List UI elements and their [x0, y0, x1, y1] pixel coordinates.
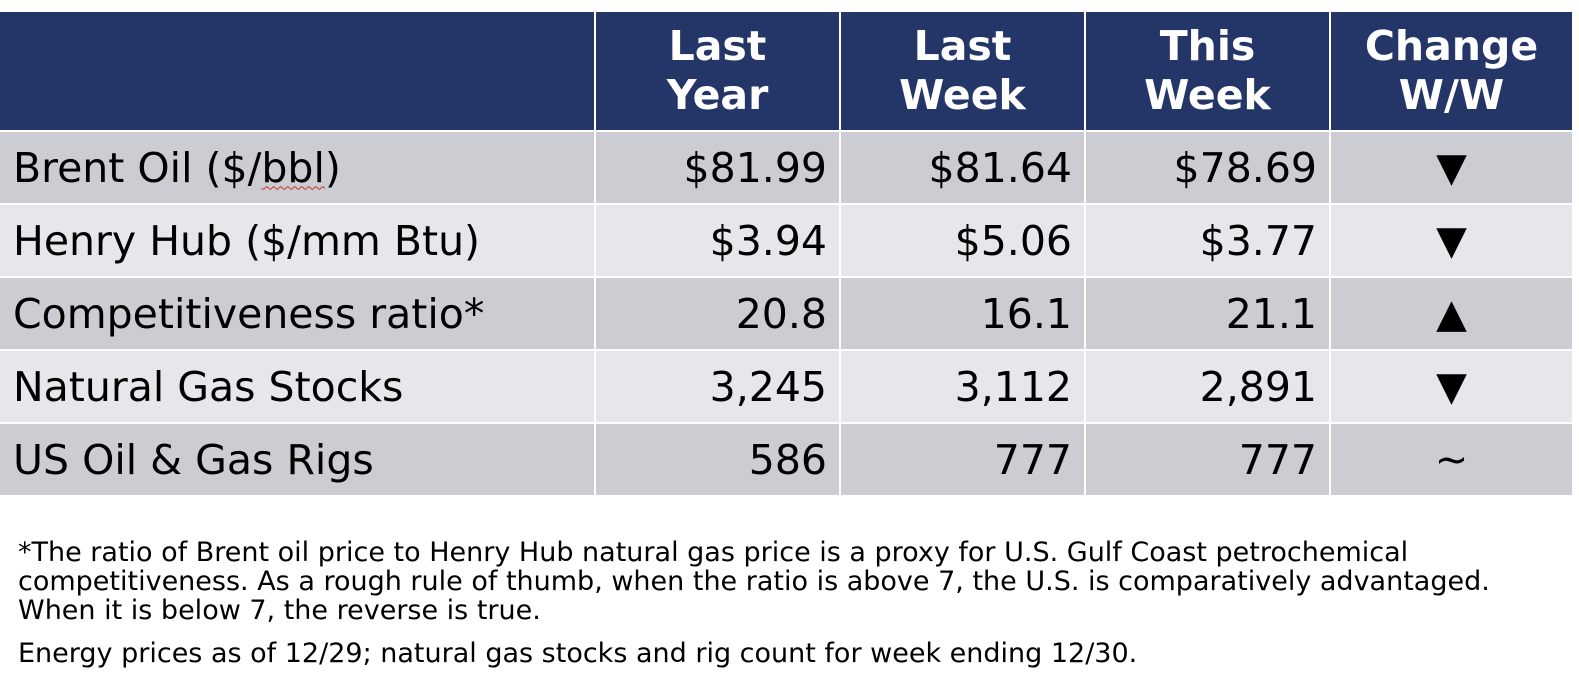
- down-arrow-icon: ▼: [1331, 351, 1572, 422]
- cell-brent-last-year: $81.99: [596, 132, 839, 203]
- cell-brent-this-week: $78.69: [1086, 132, 1329, 203]
- cell-henry-hub-this-week: $3.77: [1086, 205, 1329, 276]
- cell-gas-stocks-last-week: 3,112: [841, 351, 1084, 422]
- row-label-us-rigs: US Oil & Gas Rigs: [0, 424, 594, 495]
- row-label-henry-hub: Henry Hub ($/mm Btu): [0, 205, 594, 276]
- header-last-year: Last Year: [596, 12, 839, 130]
- down-arrow-icon: ▼: [1331, 132, 1572, 203]
- cell-henry-hub-last-year: $3.94: [596, 205, 839, 276]
- cell-ratio-this-week: 21.1: [1086, 278, 1329, 349]
- cell-brent-last-week: $81.64: [841, 132, 1084, 203]
- row-label-text: Brent Oil ($/: [13, 143, 262, 192]
- footnote-ratio-explanation: *The ratio of Brent oil price to Henry H…: [18, 537, 1490, 626]
- cell-rigs-this-week: 777: [1086, 424, 1329, 495]
- row-label-brent: Brent Oil ($/bbl): [0, 132, 594, 203]
- header-label-column: [0, 12, 594, 130]
- energy-prices-table: Last Year Last Week This Week Change W/W…: [0, 12, 1572, 495]
- header-last-week: Last Week: [841, 12, 1084, 130]
- row-label-natural-gas-stocks: Natural Gas Stocks: [0, 351, 594, 422]
- row-label-competitiveness-ratio: Competitiveness ratio*: [0, 278, 594, 349]
- cell-rigs-last-year: 586: [596, 424, 839, 495]
- row-label-text-end: ): [324, 143, 341, 192]
- cell-rigs-last-week: 777: [841, 424, 1084, 495]
- down-arrow-icon: ▼: [1331, 205, 1572, 276]
- cell-ratio-last-week: 16.1: [841, 278, 1084, 349]
- row-label-spellcheck-word: bbl: [261, 143, 325, 192]
- up-arrow-icon: ▲: [1331, 278, 1572, 349]
- footnotes: *The ratio of Brent oil price to Henry H…: [18, 538, 1558, 668]
- cell-henry-hub-last-week: $5.06: [841, 205, 1084, 276]
- header-this-week: This Week: [1086, 12, 1329, 130]
- cell-gas-stocks-this-week: 2,891: [1086, 351, 1329, 422]
- cell-ratio-last-year: 20.8: [596, 278, 839, 349]
- header-change-ww: Change W/W: [1331, 12, 1572, 130]
- unchanged-tilde-icon: ~: [1331, 424, 1572, 495]
- cell-gas-stocks-last-year: 3,245: [596, 351, 839, 422]
- footnote-data-dates: Energy prices as of 12/29; natural gas s…: [18, 638, 1138, 669]
